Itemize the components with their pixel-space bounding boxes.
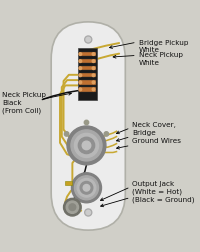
Circle shape xyxy=(84,120,89,125)
Circle shape xyxy=(64,198,81,216)
Circle shape xyxy=(69,204,76,210)
Circle shape xyxy=(64,132,69,136)
Text: Neck Pickup
White: Neck Pickup White xyxy=(139,52,183,66)
Circle shape xyxy=(79,53,82,55)
Circle shape xyxy=(79,60,82,62)
Circle shape xyxy=(82,141,91,150)
Bar xyxy=(78,48,97,100)
Circle shape xyxy=(79,81,82,84)
Text: Bridge Pickup
White: Bridge Pickup White xyxy=(139,40,188,53)
Circle shape xyxy=(66,201,79,213)
Circle shape xyxy=(92,88,95,91)
Circle shape xyxy=(74,176,98,200)
Circle shape xyxy=(67,126,106,165)
Circle shape xyxy=(86,37,90,42)
Circle shape xyxy=(92,74,95,77)
Circle shape xyxy=(79,88,82,91)
Circle shape xyxy=(92,53,95,55)
Circle shape xyxy=(92,60,95,62)
Bar xyxy=(79,59,96,63)
Circle shape xyxy=(83,184,90,191)
Circle shape xyxy=(79,74,82,77)
Text: Output Jack
(White = Hot)
(Black = Ground): Output Jack (White = Hot) (Black = Groun… xyxy=(132,181,195,203)
Text: Neck Cover,
Bridge
Ground Wires: Neck Cover, Bridge Ground Wires xyxy=(132,122,181,144)
Bar xyxy=(65,181,72,185)
Circle shape xyxy=(77,178,96,197)
Text: Neck Pickup
Black
(From Coil): Neck Pickup Black (From Coil) xyxy=(2,92,46,114)
Bar xyxy=(79,66,96,70)
Circle shape xyxy=(80,181,93,194)
Circle shape xyxy=(79,67,82,70)
Bar xyxy=(79,87,96,91)
Circle shape xyxy=(78,137,95,153)
Circle shape xyxy=(104,132,109,136)
Bar xyxy=(79,52,96,56)
Circle shape xyxy=(92,81,95,84)
Circle shape xyxy=(71,173,101,203)
Bar xyxy=(79,80,96,84)
Circle shape xyxy=(92,67,95,70)
Circle shape xyxy=(74,133,99,158)
Circle shape xyxy=(85,209,92,216)
Bar xyxy=(79,73,96,77)
Circle shape xyxy=(71,130,102,161)
Circle shape xyxy=(86,210,90,215)
FancyBboxPatch shape xyxy=(51,22,125,230)
Circle shape xyxy=(85,36,92,43)
